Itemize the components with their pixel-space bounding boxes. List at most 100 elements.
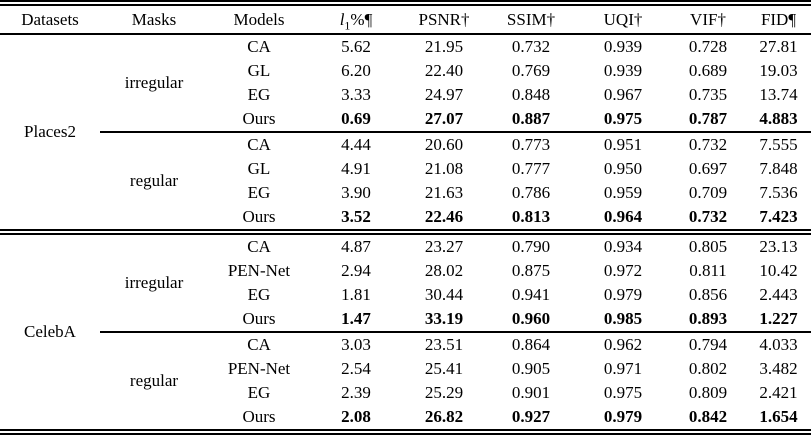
table-row: GL 6.20 22.40 0.769 0.939 0.689 19.03: [0, 59, 811, 83]
metric-l1: 3.52: [341, 207, 371, 226]
metric-uqi: 0.939: [603, 37, 643, 56]
model-label: CA: [247, 37, 271, 56]
model-label: EG: [247, 285, 271, 304]
table-row: PEN-Net 2.94 28.02 0.875 0.972 0.811 10.…: [0, 259, 811, 283]
metric-fid: 4.883: [759, 109, 798, 128]
mask-label: regular: [100, 331, 208, 429]
metric-ssim: 0.786: [511, 183, 551, 202]
metric-uqi: 0.951: [576, 131, 670, 157]
table-row: Ours 2.08 26.82 0.927 0.979 0.842 1.654: [0, 405, 811, 429]
header-cell-fid: FID¶: [746, 6, 811, 35]
model-label: EG: [247, 183, 271, 202]
metric-ssim: 0.813: [511, 207, 551, 226]
metric-l1: 0.69: [341, 109, 371, 128]
metric-uqi: 0.939: [603, 61, 643, 80]
mask-label: irregular: [124, 73, 184, 92]
table-row: EG 3.33 24.97 0.848 0.967 0.735 13.74: [0, 83, 811, 107]
metric-vif: 0.805: [670, 229, 746, 259]
metric-psnr: 22.40: [424, 61, 464, 80]
metric-psnr: 25.29: [424, 383, 464, 402]
metric-psnr: 21.95: [424, 37, 464, 56]
metric-ssim: 0.887: [511, 109, 551, 128]
metric-uqi: 0.985: [603, 309, 643, 328]
metric-ssim: 0.941: [511, 285, 551, 304]
metric-vif: 0.732: [670, 131, 746, 157]
metric-ssim: 0.777: [511, 159, 551, 178]
l1-suffix: %¶: [350, 9, 373, 29]
metric-l1: 5.62: [341, 37, 371, 56]
header-cell-models: Models: [208, 6, 310, 35]
metric-vif: 0.697: [688, 159, 728, 178]
metric-fid: 19.03: [759, 61, 798, 80]
dataset-label-places2: Places2: [24, 122, 76, 141]
metric-psnr: 27.07: [424, 109, 464, 128]
metric-vif: 0.842: [688, 407, 728, 426]
metric-psnr: 21.63: [424, 183, 464, 202]
metric-psnr: 25.41: [424, 359, 464, 378]
table-row: regular CA 4.44 20.60 0.773 0.951 0.732 …: [0, 131, 811, 232]
header-cell-ssim: SSIM†: [486, 6, 576, 35]
metric-vif: 0.735: [688, 85, 728, 104]
model-label: GL: [247, 61, 271, 80]
table-row: PEN-Net 2.54 25.41 0.905 0.971 0.802 3.4…: [0, 357, 811, 381]
metric-psnr: 21.08: [424, 159, 464, 178]
metric-vif: 0.728: [688, 37, 728, 56]
metric-l1: 2.94: [341, 261, 371, 280]
metric-fid: 27.81: [759, 37, 798, 56]
metric-ssim: 0.905: [511, 359, 551, 378]
metric-uqi: 0.972: [603, 261, 643, 280]
table-row: EG 2.39 25.29 0.901 0.975 0.809 2.421: [0, 381, 811, 405]
metric-ssim: 0.875: [511, 261, 551, 280]
header-cell-uqi: UQI†: [576, 6, 670, 35]
metric-ssim: 0.927: [511, 407, 551, 426]
metric-psnr: 24.97: [424, 85, 464, 104]
header-cell-psnr: PSNR†: [402, 6, 486, 35]
header-cell-datasets: Datasets: [0, 6, 100, 35]
table-row: regular CA 3.03 23.51 0.864 0.962 0.794 …: [0, 331, 811, 429]
metric-fid: 2.421: [759, 383, 798, 402]
model-label: PEN-Net: [227, 261, 291, 280]
metric-l1: 1.47: [341, 309, 371, 328]
table-row: CelebA irregular CA 4.87 23.27 0.790 0.9…: [0, 229, 811, 429]
model-label: GL: [247, 159, 271, 178]
model-label: EG: [247, 383, 271, 402]
metric-uqi: 0.962: [576, 331, 670, 357]
table-row: Places2 irregular CA 5.62 21.95 0.732 0.…: [0, 34, 811, 141]
metric-fid: 10.42: [759, 261, 798, 280]
metric-psnr: 23.51: [402, 331, 486, 357]
metric-fid: 7.555: [746, 131, 811, 157]
metric-uqi: 0.950: [603, 159, 643, 178]
metric-vif: 0.732: [688, 207, 728, 226]
metric-fid: 4.033: [746, 331, 811, 357]
metric-ssim: 0.848: [511, 85, 551, 104]
header-row: Datasets Masks Models l1%¶ PSNR† SSIM† U…: [0, 6, 811, 35]
mask-label: regular: [100, 131, 208, 232]
metric-psnr: 28.02: [424, 261, 464, 280]
metric-fid: 1.227: [759, 309, 798, 328]
metric-ssim: 0.864: [486, 331, 576, 357]
metric-uqi: 0.959: [603, 183, 643, 202]
metric-l1: 6.20: [341, 61, 371, 80]
metric-vif: 0.794: [670, 331, 746, 357]
metric-fid: 23.13: [746, 229, 811, 259]
metric-l1: 3.03: [310, 331, 402, 357]
model-label: CA: [208, 331, 310, 357]
metric-l1: 4.91: [341, 159, 371, 178]
model-label: PEN-Net: [227, 359, 291, 378]
metric-fid: 7.423: [759, 207, 798, 226]
metric-ssim: 0.901: [511, 383, 551, 402]
metric-psnr: 23.27: [402, 229, 486, 259]
table-row: EG 3.90 21.63 0.786 0.959 0.709 7.536: [0, 181, 811, 205]
metric-vif: 0.811: [689, 261, 727, 280]
header-cell-l1: l1%¶: [310, 6, 402, 35]
l1-symbol: l: [339, 9, 345, 29]
metric-l1: 2.08: [341, 407, 371, 426]
dataset-label-celeba: CelebA: [0, 229, 100, 429]
model-label: Ours: [242, 109, 276, 128]
metric-ssim: 0.960: [511, 309, 551, 328]
metric-psnr: 20.60: [402, 131, 486, 157]
metric-psnr: 22.46: [424, 207, 464, 226]
metric-vif: 0.787: [688, 109, 728, 128]
model-label: EG: [247, 85, 271, 104]
